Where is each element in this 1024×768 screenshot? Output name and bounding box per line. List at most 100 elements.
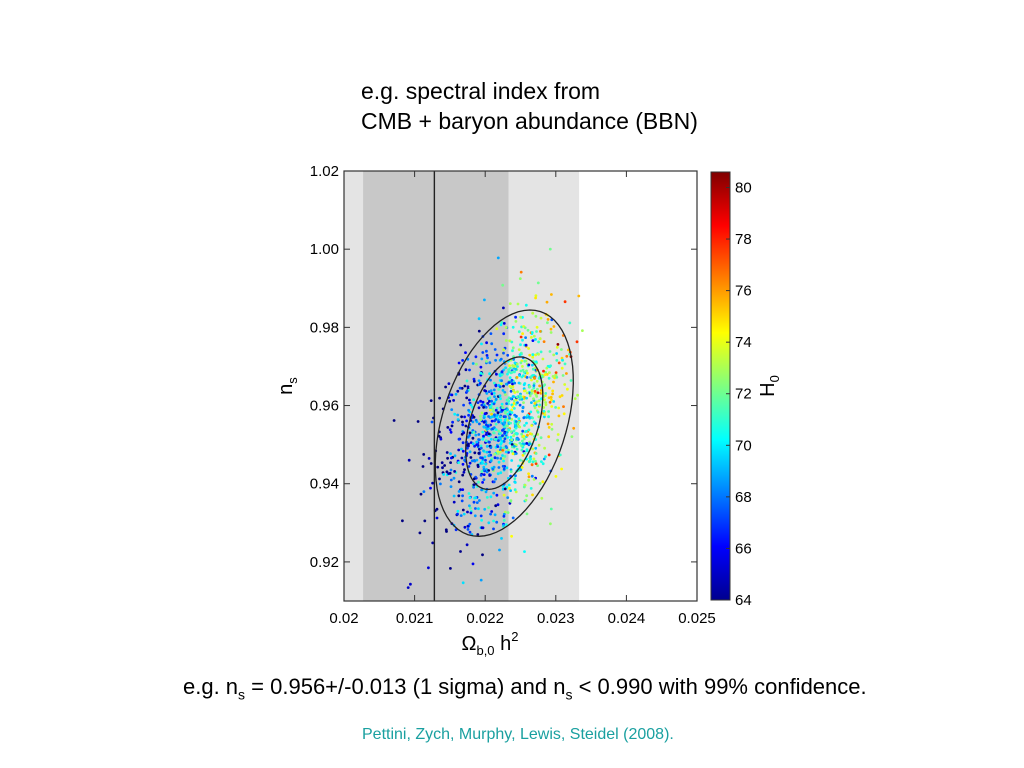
- scatter-point: [558, 453, 562, 457]
- scatter-point: [511, 395, 515, 398]
- scatter-point: [513, 370, 516, 374]
- scatter-point: [392, 419, 396, 422]
- scatter-point: [440, 461, 444, 465]
- scatter-point: [521, 365, 524, 368]
- scatter-point: [508, 501, 512, 505]
- scatter-point: [531, 447, 535, 451]
- scatter-point: [492, 480, 496, 484]
- scatter-point: [481, 481, 484, 484]
- scatter-point: [463, 468, 466, 471]
- scatter-point: [549, 331, 553, 334]
- scatter-point: [542, 457, 546, 461]
- scatter-point: [502, 384, 505, 388]
- scatter-point: [484, 458, 487, 462]
- scatter-point: [503, 422, 506, 425]
- scatter-point: [423, 519, 427, 523]
- scatter-point: [514, 320, 518, 323]
- scatter-point: [482, 465, 486, 469]
- scatter-point: [506, 398, 510, 402]
- scatter-point: [527, 478, 530, 482]
- scatter-point: [551, 389, 555, 393]
- scatter-point: [521, 410, 524, 413]
- scatter-point: [494, 384, 498, 388]
- scatter-point: [536, 410, 540, 414]
- colorbar-tick-label: 76: [735, 283, 752, 300]
- scatter-point: [472, 477, 476, 481]
- scatter-point: [535, 325, 539, 329]
- contour-1: [465, 356, 544, 491]
- y-tick-label: 0.98: [310, 319, 339, 336]
- caption-prefix: e.g. n: [183, 674, 239, 699]
- scatter-point: [532, 386, 536, 390]
- scatter-point: [531, 493, 534, 497]
- scatter-point: [499, 357, 503, 361]
- scatter-point: [467, 442, 470, 446]
- scatter-point: [429, 486, 432, 490]
- scatter-point: [525, 396, 528, 400]
- scatter-point: [492, 391, 496, 395]
- scatter-point: [519, 395, 523, 399]
- scatter-point: [466, 385, 470, 389]
- scatter-point: [575, 340, 579, 344]
- scatter-point: [435, 516, 439, 520]
- scatter-point: [547, 435, 551, 439]
- scatter-point: [457, 437, 461, 441]
- scatter-point: [520, 448, 524, 452]
- scatter-point: [450, 424, 454, 428]
- scatter-point: [515, 437, 519, 440]
- scatter-point: [477, 480, 480, 484]
- scatter-point: [526, 371, 529, 375]
- scatter-point: [504, 366, 507, 370]
- scatter-point: [496, 456, 499, 460]
- scatter-point: [509, 389, 513, 393]
- scatter-point: [512, 444, 516, 448]
- scatter-point: [510, 438, 514, 442]
- scatter-point: [502, 459, 505, 463]
- y-tick-label: 1.02: [310, 163, 339, 180]
- scatter-point: [464, 351, 467, 354]
- scatter-point: [524, 303, 528, 307]
- scatter-point: [474, 496, 478, 500]
- scatter-point: [448, 428, 452, 432]
- scatter-point: [489, 512, 492, 516]
- scatter-point: [472, 485, 475, 489]
- scatter-point: [406, 586, 410, 589]
- scatter-point: [506, 511, 510, 514]
- scatter-point: [401, 519, 404, 523]
- scatter-point: [476, 401, 480, 404]
- scatter-point: [532, 420, 536, 424]
- colorbar-tick-label: 68: [735, 489, 752, 506]
- scatter-point: [507, 368, 511, 372]
- scatter-point: [504, 523, 508, 526]
- scatter-point: [525, 369, 528, 373]
- scatter-point: [547, 410, 550, 413]
- x-tick-label: 0.023: [537, 610, 575, 627]
- scatter-point: [531, 311, 535, 315]
- y-tick-label: 0.94: [310, 476, 339, 493]
- scatter-point: [503, 432, 506, 435]
- scatter-point: [530, 401, 533, 404]
- scatter-point: [501, 454, 504, 457]
- scatter-point: [494, 358, 497, 362]
- scatter-point: [530, 474, 534, 478]
- scatter-point: [534, 446, 538, 450]
- scatter-point: [488, 396, 492, 400]
- scatter-point: [508, 302, 512, 305]
- scatter-point: [502, 467, 506, 471]
- scatter-point: [550, 427, 554, 431]
- x-tick-label: 0.02: [329, 610, 358, 627]
- scatter-point: [489, 437, 493, 441]
- scatter-point: [462, 470, 466, 474]
- colorbar-tick-label: 66: [735, 540, 752, 557]
- scatter-point: [513, 361, 517, 365]
- colorbar-tick-label: 64: [735, 592, 752, 609]
- scatter-point: [468, 461, 472, 465]
- scatter-point: [538, 482, 542, 485]
- scatter-point: [548, 371, 551, 374]
- scatter-point: [460, 386, 464, 390]
- scatter-point: [467, 408, 470, 412]
- scatter-point: [531, 367, 535, 371]
- scatter-point: [460, 456, 464, 460]
- scatter-point: [502, 493, 506, 497]
- scatter-point: [557, 406, 561, 410]
